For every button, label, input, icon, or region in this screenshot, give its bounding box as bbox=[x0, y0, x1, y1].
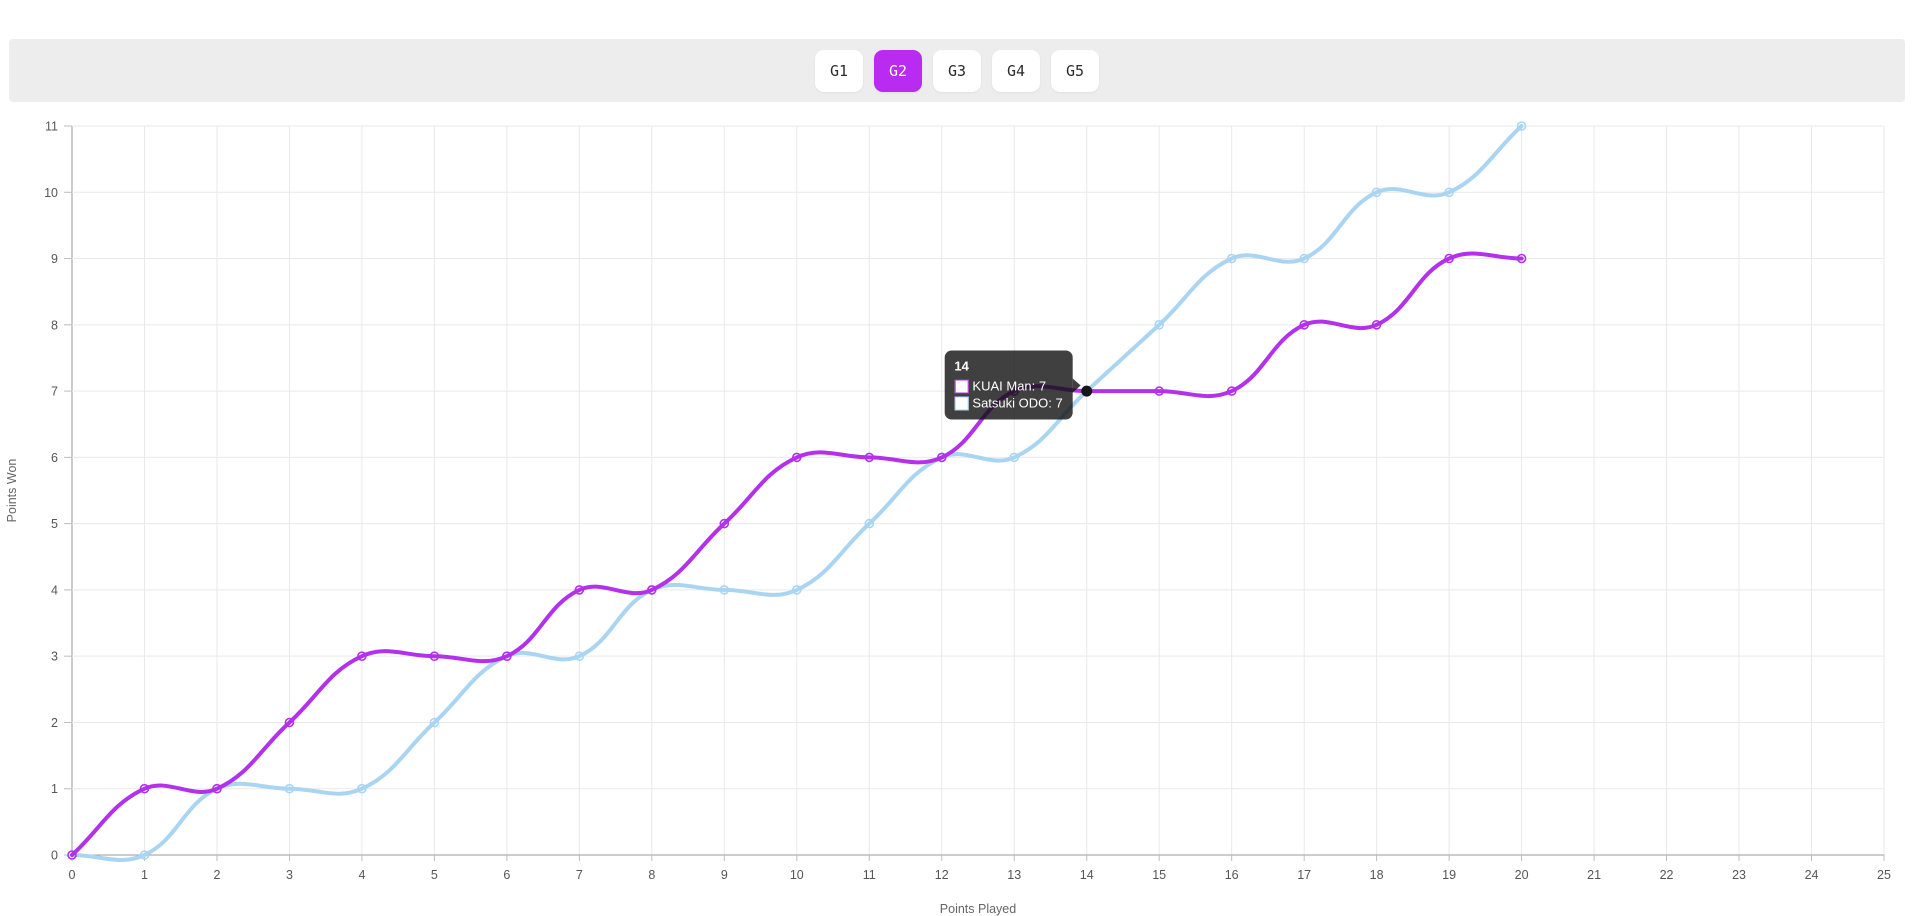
chart-tooltip: 14 KUAI Man: 7 Satsuki ODO: 7 bbox=[944, 350, 1081, 420]
series-line-satsuki-odo bbox=[70, 124, 1524, 863]
x-tick-label: 5 bbox=[431, 868, 438, 882]
tooltip-row: Satsuki ODO: 7 bbox=[954, 395, 1063, 412]
x-tick-label: 7 bbox=[576, 868, 583, 882]
y-tick-label: 6 bbox=[51, 451, 58, 465]
data-point-satsuki-odo[interactable] bbox=[139, 850, 150, 860]
data-point-satsuki-odo[interactable] bbox=[864, 518, 875, 529]
x-tick-label: 22 bbox=[1660, 868, 1674, 882]
chart-area[interactable]: 0 1 2 3 4 5 6 7 8 9 10 11 12 13 14 15 16 17 18 19 20 21 22 23 24… bbox=[0, 102, 1914, 916]
x-tick-label: 19 bbox=[1442, 868, 1456, 882]
y-tick-label: 0 bbox=[51, 849, 58, 863]
y-tick-label: 4 bbox=[51, 583, 58, 597]
tooltip-caret bbox=[1072, 378, 1081, 393]
chart-svg: 0 1 2 3 4 5 6 7 8 9 10 11 12 13 14 15 16 17 18 19 20 21 22 23 24… bbox=[5, 120, 1891, 916]
tooltip-series-value: KUAI Man: 7 bbox=[972, 378, 1047, 394]
tooltip-rows: KUAI Man: 7 Satsuki ODO: 7 bbox=[954, 378, 1063, 412]
game-tab-g5[interactable]: G5 bbox=[1051, 49, 1099, 92]
x-tick-label: 0 bbox=[69, 868, 76, 882]
game-tab-g3[interactable]: G3 bbox=[933, 49, 981, 92]
data-point-kuai-man[interactable] bbox=[1299, 320, 1309, 330]
data-point-kuai-man[interactable] bbox=[357, 651, 367, 662]
data-point-kuai-man[interactable] bbox=[574, 585, 585, 595]
data-point-satsuki-odo[interactable] bbox=[1009, 452, 1020, 463]
data-point-satsuki-odo[interactable] bbox=[1516, 121, 1527, 131]
y-tick-label: 1 bbox=[51, 782, 58, 796]
data-point-kuai-man[interactable] bbox=[1226, 386, 1237, 396]
data-point-satsuki-odo[interactable] bbox=[357, 783, 367, 794]
x-tick-label: 2 bbox=[213, 868, 220, 882]
data-point-kuai-man[interactable] bbox=[1371, 320, 1382, 330]
data-point-kuai-man[interactable] bbox=[864, 452, 875, 463]
x-tick-label: 6 bbox=[503, 868, 510, 882]
x-tick-label: 8 bbox=[648, 868, 655, 882]
tooltip-series-colorbox bbox=[954, 396, 969, 411]
x-tick-label: 21 bbox=[1587, 868, 1601, 882]
x-tick-label: 18 bbox=[1370, 868, 1384, 882]
x-tick-label: 9 bbox=[721, 868, 728, 882]
data-point-kuai-man[interactable] bbox=[646, 585, 657, 595]
tooltip-series-value: Satsuki ODO: 7 bbox=[972, 395, 1063, 411]
y-tick-label: 9 bbox=[51, 252, 58, 266]
x-tick-label: 10 bbox=[790, 868, 804, 882]
data-point-satsuki-odo[interactable] bbox=[791, 585, 802, 595]
x-tick-label: 13 bbox=[1007, 868, 1021, 882]
y-tick-label: 3 bbox=[51, 650, 58, 664]
data-point-kuai-man[interactable] bbox=[1154, 386, 1164, 396]
x-tick-label: 4 bbox=[358, 868, 365, 882]
data-point-kuai-man[interactable] bbox=[67, 850, 77, 860]
y-tick-label: 2 bbox=[51, 716, 58, 730]
data-point-kuai-man[interactable] bbox=[284, 717, 295, 728]
game-tab-g2[interactable]: G2 bbox=[874, 49, 922, 92]
game-selector-toolbar: G1 G2 G3 G4 G5 bbox=[9, 39, 1905, 102]
data-point-satsuki-odo[interactable] bbox=[574, 651, 585, 662]
active-hover-point[interactable] bbox=[1081, 385, 1093, 397]
x-axis-title: Points Played bbox=[940, 902, 1016, 916]
data-point-kuai-man[interactable] bbox=[1444, 253, 1454, 264]
data-point-kuai-man[interactable] bbox=[936, 452, 947, 463]
y-axis-title: Points Won bbox=[5, 459, 19, 523]
data-point-kuai-man[interactable] bbox=[1516, 253, 1527, 264]
data-point-satsuki-odo[interactable] bbox=[1371, 187, 1382, 198]
x-tick-label: 25 bbox=[1877, 868, 1891, 882]
y-tick-label: 10 bbox=[44, 186, 58, 200]
game-tab-g4[interactable]: G4 bbox=[992, 49, 1040, 92]
data-point-satsuki-odo[interactable] bbox=[284, 783, 295, 794]
tooltip-series-colorbox bbox=[954, 379, 969, 394]
x-tick-label: 1 bbox=[141, 868, 148, 882]
y-tick-label: 11 bbox=[45, 120, 58, 134]
data-point-satsuki-odo[interactable] bbox=[719, 585, 730, 595]
tooltip-title: 14 bbox=[954, 358, 969, 374]
x-tick-label: 12 bbox=[935, 868, 949, 882]
y-tick-label: 7 bbox=[51, 385, 58, 399]
data-point-kuai-man[interactable] bbox=[502, 651, 512, 662]
data-point-satsuki-odo[interactable] bbox=[1226, 253, 1237, 264]
data-point-satsuki-odo[interactable] bbox=[429, 717, 440, 728]
series-line-kuai-man bbox=[70, 251, 1524, 857]
tooltip-row: KUAI Man: 7 bbox=[954, 378, 1062, 395]
x-tick-label: 16 bbox=[1225, 868, 1239, 882]
x-tick-label: 20 bbox=[1515, 868, 1529, 882]
x-tick-label: 17 bbox=[1297, 868, 1311, 882]
data-point-satsuki-odo[interactable] bbox=[1299, 253, 1309, 264]
data-point-kuai-man[interactable] bbox=[429, 651, 440, 662]
data-point-satsuki-odo[interactable] bbox=[1154, 320, 1164, 330]
x-tick-label: 11 bbox=[863, 868, 876, 882]
x-tick-label: 24 bbox=[1805, 868, 1819, 882]
data-point-kuai-man[interactable] bbox=[212, 783, 222, 794]
y-tick-label: 5 bbox=[51, 517, 58, 531]
data-point-kuai-man[interactable] bbox=[791, 452, 802, 463]
data-point-kuai-man[interactable] bbox=[139, 783, 150, 794]
x-tick-label: 3 bbox=[286, 868, 293, 882]
game-tab-g1[interactable]: G1 bbox=[815, 49, 863, 92]
data-point-satsuki-odo[interactable] bbox=[1444, 187, 1454, 198]
x-tick-label: 14 bbox=[1080, 868, 1094, 882]
y-tick-label: 8 bbox=[51, 318, 58, 332]
x-tick-label: 23 bbox=[1732, 868, 1746, 882]
data-point-kuai-man[interactable] bbox=[719, 518, 730, 529]
x-tick-label: 15 bbox=[1152, 868, 1166, 882]
